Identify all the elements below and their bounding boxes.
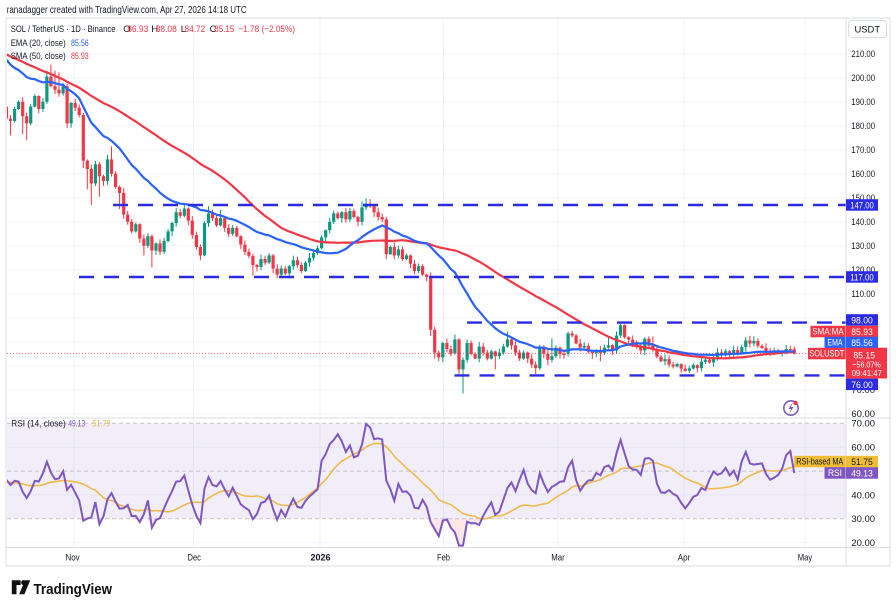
- svg-text:TradingView: TradingView: [34, 581, 113, 598]
- svg-text:RSI: RSI: [828, 468, 842, 478]
- svg-text:30.00: 30.00: [851, 514, 875, 525]
- svg-text:140.00: 140.00: [851, 217, 875, 228]
- svg-text:RSI (14, close): RSI (14, close): [11, 418, 65, 429]
- svg-text:60.00: 60.00: [851, 443, 875, 454]
- svg-text:Feb: Feb: [437, 553, 450, 564]
- svg-text:85.15: 85.15: [214, 24, 234, 35]
- svg-text:Apr: Apr: [678, 553, 691, 564]
- svg-text:09:41:47: 09:41:47: [852, 368, 882, 378]
- svg-text:EMA (20, close): EMA (20, close): [11, 38, 66, 49]
- svg-text:USDT: USDT: [855, 24, 881, 35]
- svg-text:160.00: 160.00: [851, 169, 875, 180]
- svg-text:117.00: 117.00: [850, 272, 874, 283]
- svg-text:88.08: 88.08: [156, 24, 177, 35]
- svg-text:SOL / TetherUS · 1D · Binance: SOL / TetherUS · 1D · Binance: [11, 24, 116, 35]
- svg-text:EMA: EMA: [827, 338, 842, 348]
- svg-text:190.00: 190.00: [851, 97, 875, 108]
- svg-text:86.93: 86.93: [127, 24, 148, 35]
- svg-text:210.00: 210.00: [851, 49, 875, 60]
- svg-text:Nov: Nov: [66, 553, 80, 564]
- svg-text:147.00: 147.00: [850, 200, 874, 211]
- svg-text:84.72: 84.72: [185, 24, 206, 35]
- svg-text:130.00: 130.00: [851, 241, 875, 252]
- svg-text:98.00: 98.00: [851, 315, 873, 326]
- svg-text:RSI-based MA: RSI-based MA: [796, 457, 843, 467]
- svg-text:110.00: 110.00: [851, 289, 875, 300]
- svg-text:85.56: 85.56: [851, 338, 873, 349]
- svg-text:76.00: 76.00: [851, 380, 873, 391]
- svg-text:85.93: 85.93: [851, 327, 873, 338]
- svg-text:70.00: 70.00: [851, 419, 875, 430]
- svg-text:Dec: Dec: [188, 553, 202, 564]
- svg-text:85.93: 85.93: [71, 51, 89, 62]
- svg-text:40.00: 40.00: [851, 490, 875, 501]
- svg-text:170.00: 170.00: [851, 145, 875, 156]
- svg-text:180.00: 180.00: [851, 121, 875, 132]
- svg-text:SOLUSDT: SOLUSDT: [809, 349, 844, 359]
- svg-text:85.56: 85.56: [71, 38, 89, 49]
- svg-text:20.00: 20.00: [851, 538, 875, 549]
- svg-text:SMA (50, close): SMA (50, close): [11, 51, 66, 62]
- svg-text:ranadagger created with Tradin: ranadagger created with TradingView.com,…: [7, 5, 247, 16]
- svg-text:51.79: 51.79: [92, 418, 110, 429]
- svg-text:−1.78 (−2.05%): −1.78 (−2.05%): [238, 24, 295, 35]
- svg-text:May: May: [798, 553, 813, 564]
- svg-text:Mar: Mar: [551, 553, 565, 564]
- svg-text:200.00: 200.00: [851, 73, 875, 84]
- svg-text:SMA:MA: SMA:MA: [812, 327, 844, 337]
- svg-text:49.13: 49.13: [68, 418, 85, 429]
- svg-text:51.75: 51.75: [851, 457, 873, 468]
- svg-text:49.13: 49.13: [851, 468, 873, 479]
- svg-text:2026: 2026: [311, 553, 331, 564]
